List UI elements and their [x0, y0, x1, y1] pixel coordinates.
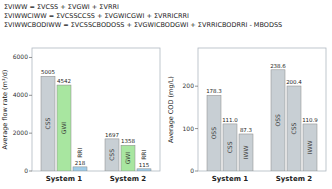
tick-label: 0 [24, 167, 28, 174]
data-label: 115 [139, 162, 150, 168]
tick-label: 4000 [13, 91, 28, 98]
data-label: 238.6 [270, 63, 286, 69]
series-name: CSS [290, 122, 297, 134]
data-label: 1358 [121, 138, 135, 144]
series-name: OSS [210, 127, 217, 140]
bar-chart: 0 100 200 Average COD (mg/L) 178.3 OSS 111.0 CS… [167, 48, 326, 183]
bar [303, 124, 317, 171]
tick-mark [195, 86, 198, 87]
bar [105, 139, 119, 171]
category-label: System 2 [276, 175, 313, 183]
annotation: ΣVIWW = ΣVCSS + ΣVGWI + ΣVRRI [4, 3, 119, 11]
category-label: System 1 [46, 175, 83, 183]
data-label: 110.9 [302, 117, 318, 123]
tick-label: 100 [183, 125, 195, 132]
annotation: ΣVIWWCBODIWW = ΣVCSSCBODOSS + ΣVGWICBODG… [4, 21, 282, 29]
figure: ΣVIWW = ΣVCSS + ΣVGWI + ΣVRRIΣVIWWCIWW =… [0, 0, 332, 189]
data-label: 200.4 [286, 79, 302, 85]
bar [207, 95, 221, 171]
category-label: System 1 [212, 175, 249, 183]
data-label: 5005 [41, 69, 55, 75]
tick-mark [29, 133, 32, 134]
tick-label: 200 [183, 82, 195, 89]
axis-label: Average flow rate (m³/d) [1, 70, 9, 150]
bar [239, 134, 253, 171]
tick-mark [29, 95, 32, 96]
series-name: RRI [140, 149, 147, 159]
bar [223, 124, 237, 171]
data-label: 87.3 [240, 127, 253, 133]
series-name: RRI [76, 148, 83, 158]
data-label: 178.3 [206, 88, 222, 94]
bar [271, 70, 285, 171]
series-name: CSS [108, 149, 115, 161]
tick-mark [29, 171, 32, 172]
data-label: 218 [75, 160, 86, 166]
series-name: OSS [274, 114, 281, 127]
annotation: ΣVIWWCIWW = ΣVCSSCCSS + ΣVGWICGWI + ΣVRR… [4, 12, 189, 20]
labels: 178.3 OSS 111.0 CSS 87.3 IWW 238.6 OSS 200.4 CSS 1… [206, 63, 318, 160]
category-label: System 2 [110, 175, 147, 183]
bar [287, 86, 301, 171]
series-name: GWI [60, 122, 67, 135]
plot-frame [198, 48, 326, 171]
tick-label: 2000 [13, 129, 28, 136]
series-name: IWW [306, 141, 313, 155]
tick-label: 0 [190, 167, 194, 174]
bar [57, 85, 71, 171]
axis-label: Average COD (mg/L) [167, 76, 175, 143]
tick-mark [195, 171, 198, 172]
data-label: 4542 [57, 78, 71, 84]
series-name: IWW [242, 146, 249, 160]
data-label: 1697 [105, 132, 119, 138]
bar-chart: 0 2000 4000 6000 Average flow rate (m³/d) 500… [1, 48, 160, 183]
bar [41, 76, 55, 171]
labels: 5005 CSS 4542 GWI 218 RRI 1697 CSS 1358 GWI 115 RRI [41, 69, 150, 168]
bar [73, 167, 87, 171]
plot-frame [32, 48, 160, 171]
bar [121, 145, 135, 171]
series-name: CSS [226, 141, 233, 153]
bars [207, 70, 317, 171]
bar [137, 169, 151, 171]
series-name: GWI [124, 152, 131, 165]
series-name: CSS [44, 118, 51, 130]
tick-mark [29, 57, 32, 58]
bars [41, 76, 151, 171]
tick-mark [195, 128, 198, 129]
tick-label: 6000 [13, 53, 28, 60]
data-label: 111.0 [222, 117, 238, 123]
